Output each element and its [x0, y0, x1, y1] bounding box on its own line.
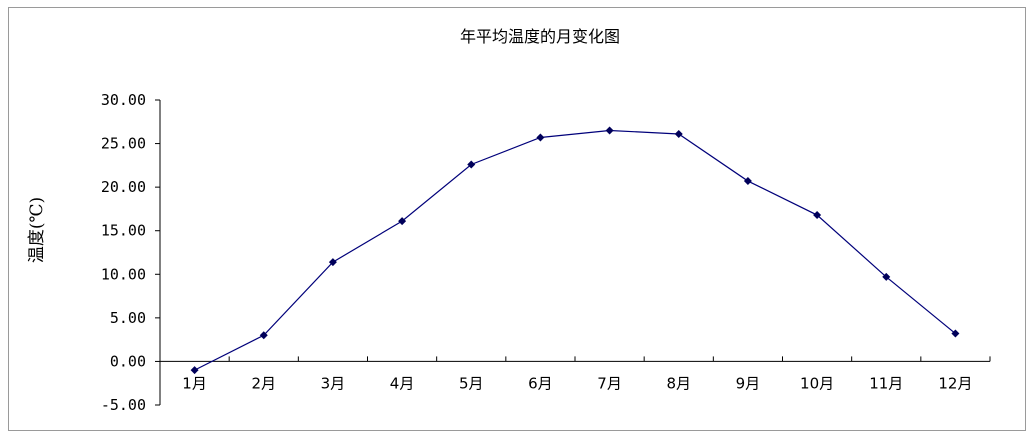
- data-point-marker: [536, 133, 545, 142]
- y-tick-label: 5.00: [110, 309, 146, 327]
- x-tick-label: 1月: [182, 374, 207, 392]
- data-point-marker: [190, 366, 199, 375]
- data-point-marker: [328, 258, 337, 267]
- y-tick-label: 20.00: [101, 178, 146, 196]
- x-tick-label: 6月: [528, 374, 553, 392]
- x-tick-label: 7月: [597, 374, 622, 392]
- x-tick-label: 11月: [869, 374, 903, 392]
- x-tick-label: 12月: [938, 374, 972, 392]
- chart-title: 年平均温度的月变化图: [460, 27, 620, 46]
- x-tick-label: 4月: [390, 374, 415, 392]
- x-tick-label: 2月: [251, 374, 276, 392]
- y-tick-label: -5.00: [101, 396, 146, 414]
- data-point-marker: [743, 177, 752, 186]
- series-line: [194, 129, 956, 371]
- series-group: [190, 126, 960, 375]
- x-tick-label: 3月: [321, 374, 346, 392]
- x-axis: 1月 2月 3月 4月 5月 6月 7月 8月 9月 10月 11月 12月: [159, 356, 991, 392]
- data-point-marker: [605, 126, 614, 135]
- y-axis-label: 温度(℃): [27, 197, 47, 263]
- data-point-marker: [951, 329, 960, 338]
- data-point-marker: [674, 129, 683, 138]
- x-tick-label: 9月: [736, 374, 761, 392]
- y-axis: -5.00 0.00 5.00 10.00 15.00 20.00 25.00 30.00: [101, 91, 161, 414]
- data-point-marker: [467, 160, 476, 169]
- x-tick-label: 8月: [666, 374, 691, 392]
- chart-frame: [8, 7, 1026, 431]
- y-tick-label: 25.00: [101, 135, 146, 153]
- y-tick-label: 30.00: [101, 91, 146, 109]
- y-tick-label: 0.00: [110, 352, 146, 370]
- x-tick-label: 10月: [800, 374, 834, 392]
- y-tick-label: 10.00: [101, 265, 146, 283]
- data-point-marker: [813, 211, 822, 220]
- x-tick-label: 5月: [459, 374, 484, 392]
- data-point-marker: [398, 217, 407, 226]
- y-tick-label: 15.00: [101, 222, 146, 240]
- data-point-marker: [259, 331, 268, 340]
- data-point-marker: [882, 272, 891, 281]
